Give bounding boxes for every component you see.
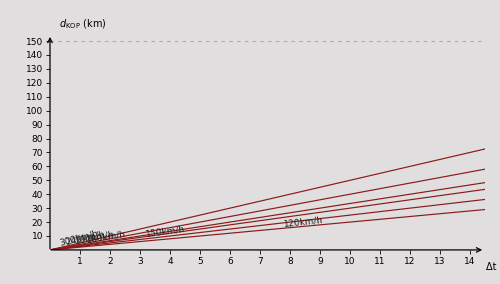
Text: 150km/h: 150km/h (145, 225, 186, 239)
Text: Δt (min): Δt (min) (486, 261, 500, 271)
Text: 300km/h: 300km/h (58, 229, 99, 247)
Text: 180km/h: 180km/h (86, 229, 127, 245)
Text: 200km/h: 200km/h (74, 230, 115, 246)
Text: 240km/h: 240km/h (64, 230, 106, 247)
Text: $d_{\mathregular{KOP}}$ (km): $d_{\mathregular{KOP}}$ (km) (59, 18, 106, 31)
Text: 120km/h: 120km/h (283, 215, 324, 228)
